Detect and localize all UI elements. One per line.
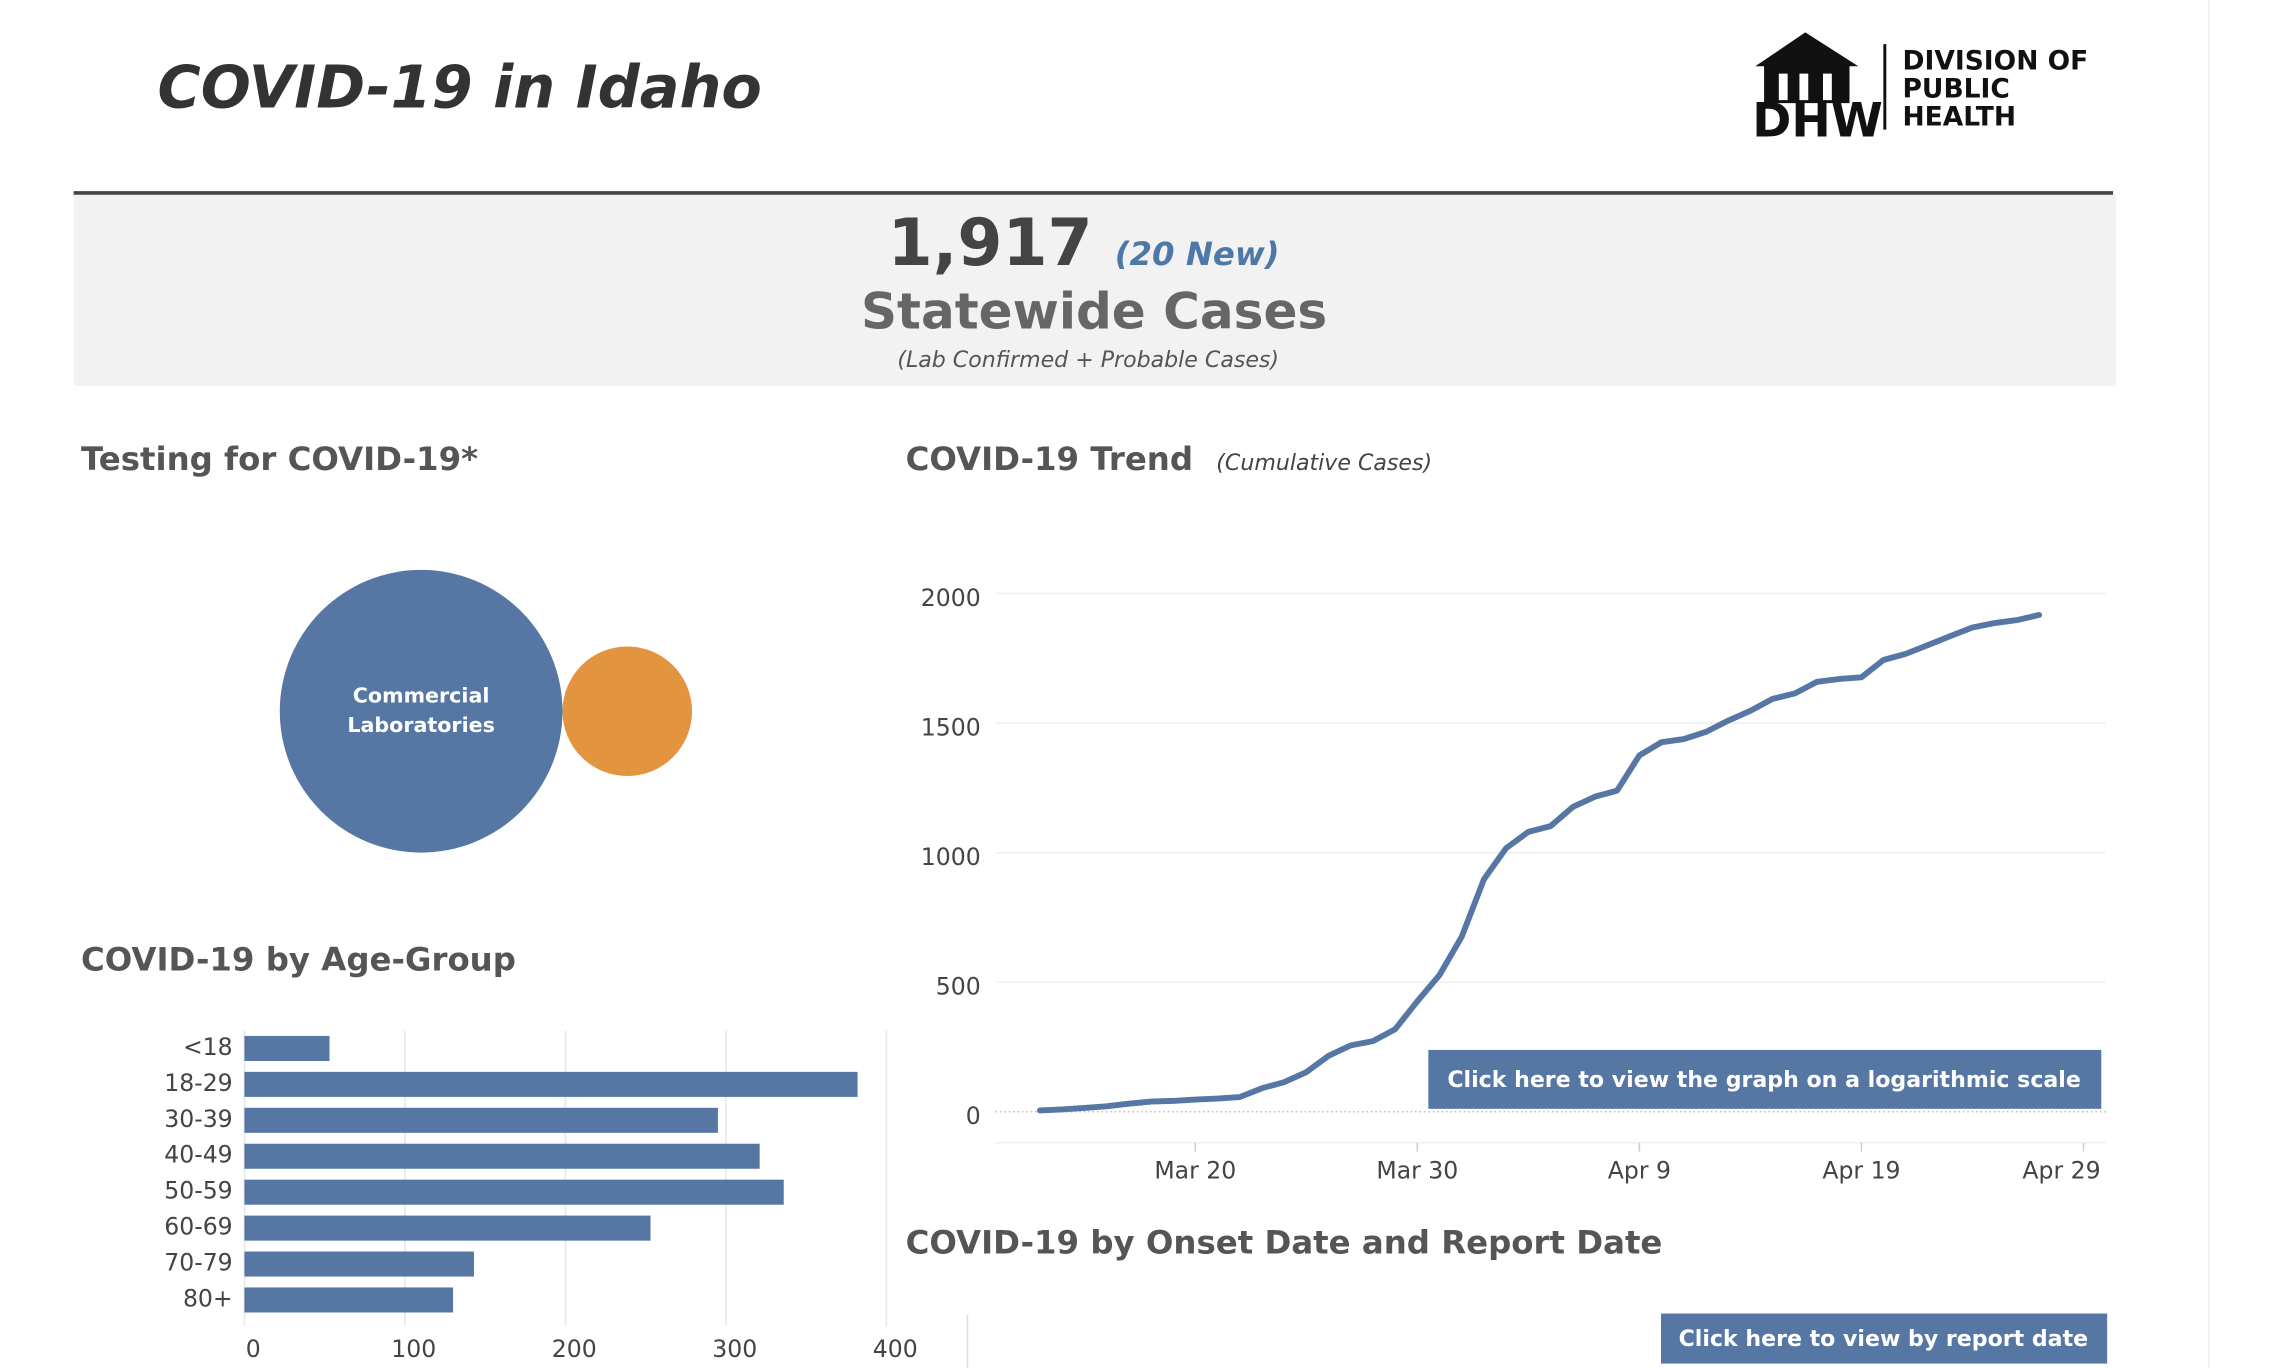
logo: DHW DIVISION OF PUBLIC HEALTH bbox=[1752, 32, 2089, 149]
bar bbox=[244, 1107, 718, 1133]
y-tick-label: 0 bbox=[966, 1102, 981, 1130]
y-tick-label: 40-49 bbox=[164, 1141, 232, 1169]
case-total: 1,917 bbox=[888, 206, 1093, 281]
x-tick-label: Mar 30 bbox=[1376, 1157, 1458, 1185]
bar bbox=[244, 1251, 474, 1277]
section-title: Testing for COVID-19* bbox=[81, 440, 478, 478]
trend-line bbox=[1036, 611, 2043, 1114]
y-tick-label: 18-29 bbox=[164, 1069, 232, 1097]
bubble bbox=[562, 646, 693, 777]
x-tick-label: 200 bbox=[552, 1335, 597, 1363]
logo-line: HEALTH bbox=[1903, 101, 2017, 132]
y-tick-label: 70-79 bbox=[164, 1249, 232, 1277]
log-scale-button[interactable] bbox=[1428, 1049, 2102, 1109]
bar bbox=[244, 1287, 454, 1313]
x-tick-label: 100 bbox=[391, 1335, 436, 1363]
bubble bbox=[279, 569, 563, 853]
button-label[interactable]: Click here to view by report date bbox=[1679, 1327, 2089, 1352]
section-title: COVID-19 by Onset Date and Report Date bbox=[906, 1223, 1663, 1261]
bar bbox=[244, 1071, 858, 1097]
y-tick-label: 50-59 bbox=[164, 1177, 232, 1205]
y-tick-label: 60-69 bbox=[164, 1213, 232, 1241]
case-label: Statewide Cases bbox=[861, 283, 1327, 341]
bar bbox=[244, 1143, 760, 1169]
section-title: COVID-19 Trend bbox=[906, 440, 1193, 478]
x-tick-label: 400 bbox=[873, 1335, 918, 1363]
section-title: COVID-19 by Age-Group bbox=[81, 941, 516, 979]
logo-mark: DHW bbox=[1752, 94, 1882, 149]
x-tick-label: Apr 9 bbox=[1608, 1157, 1671, 1185]
button-label[interactable]: Click here to view the graph on a logari… bbox=[1447, 1068, 2081, 1093]
y-tick-label: 80+ bbox=[183, 1284, 233, 1312]
x-tick-label: 300 bbox=[712, 1335, 757, 1363]
page-title: COVID-19 in Idaho bbox=[158, 52, 762, 121]
logo-line: DIVISION OF bbox=[1903, 45, 2089, 76]
logo-icon bbox=[1755, 32, 1859, 104]
bubble-label: Commercial Laboratories bbox=[347, 684, 495, 737]
x-tick-label: Apr 19 bbox=[1822, 1157, 1900, 1185]
case-note: (Lab Confirmed + Probable Cases) bbox=[897, 348, 1279, 373]
report-date-button[interactable] bbox=[1661, 1313, 2108, 1364]
y-tick-label: 2000 bbox=[921, 584, 981, 612]
section-subtitle: (Cumulative Cases) bbox=[1216, 451, 1432, 476]
banner bbox=[73, 194, 2117, 386]
bar bbox=[244, 1035, 330, 1061]
x-tick-label: 0 bbox=[246, 1335, 261, 1363]
x-tick-label: Mar 20 bbox=[1154, 1157, 1236, 1185]
bar bbox=[244, 1179, 784, 1205]
y-tick-label: <18 bbox=[183, 1033, 233, 1061]
y-tick-label: 500 bbox=[936, 973, 981, 1001]
logo-line: PUBLIC bbox=[1903, 73, 2010, 104]
bar bbox=[244, 1215, 651, 1241]
y-tick-label: 1500 bbox=[921, 713, 981, 741]
x-tick-label: Apr 29 bbox=[2022, 1157, 2100, 1185]
y-tick-label: 30-39 bbox=[164, 1105, 232, 1133]
y-tick-label: 1000 bbox=[921, 843, 981, 871]
case-new: (20 New) bbox=[1115, 235, 1280, 273]
